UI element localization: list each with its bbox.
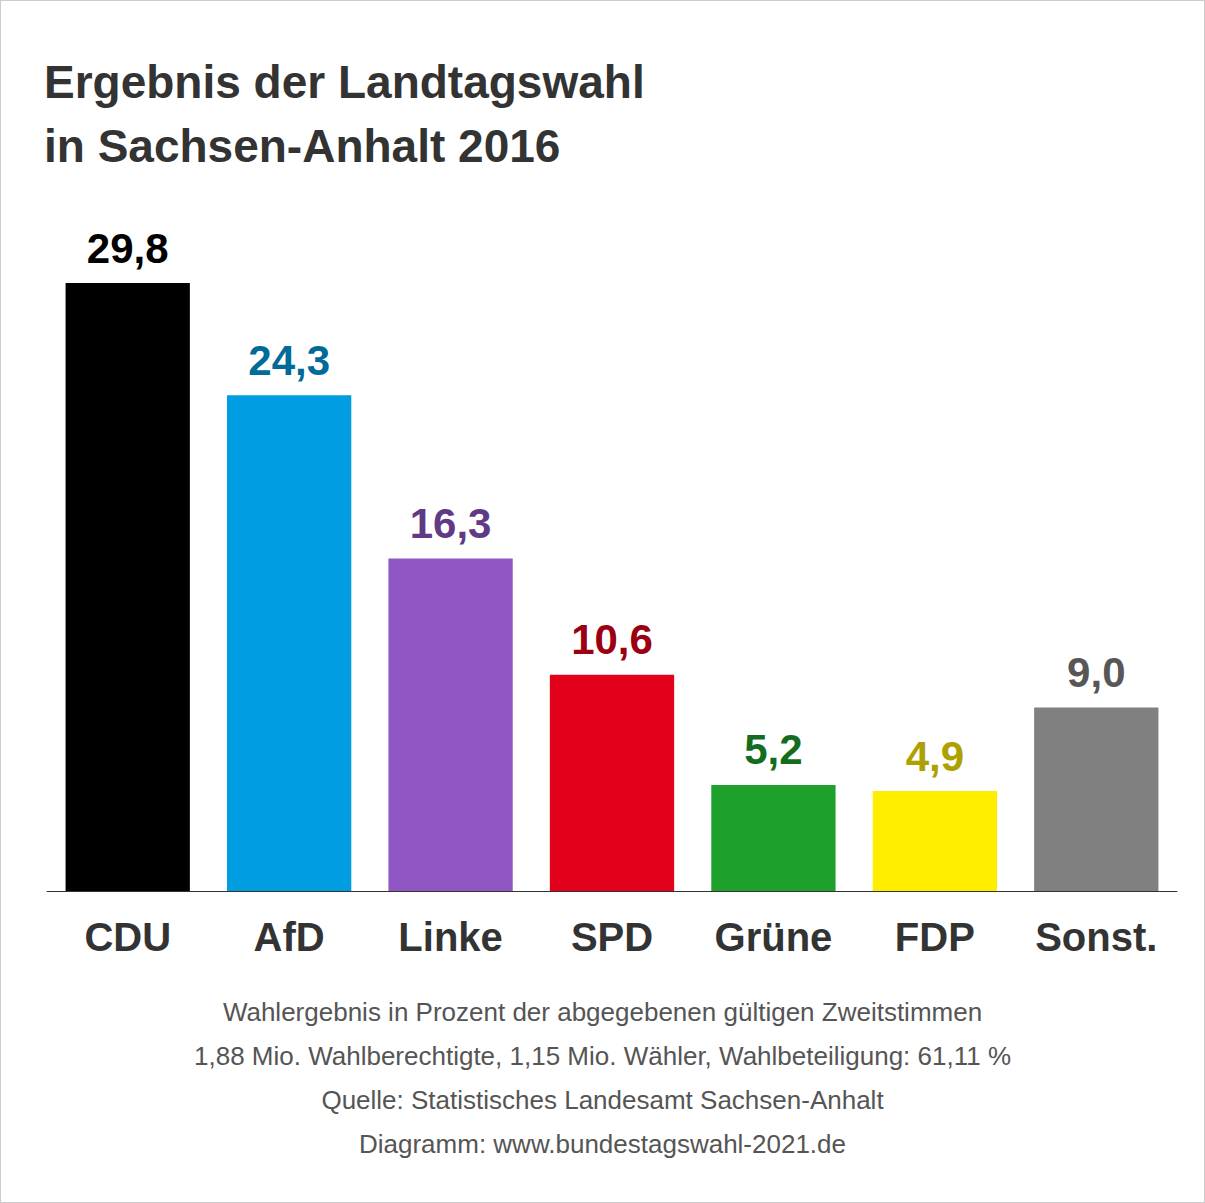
svg-text:16,3: 16,3 <box>410 500 492 547</box>
svg-text:Diagramm: www.bundestagswahl-2: Diagramm: www.bundestagswahl-2021.de <box>359 1129 846 1159</box>
svg-text:Linke: Linke <box>398 915 502 959</box>
svg-text:in Sachsen-Anhalt 2016: in Sachsen-Anhalt 2016 <box>44 120 560 172</box>
svg-text:CDU: CDU <box>84 915 171 959</box>
svg-text:Sonst.: Sonst. <box>1035 915 1157 959</box>
svg-text:FDP: FDP <box>895 915 975 959</box>
svg-text:9,0: 9,0 <box>1067 649 1125 696</box>
svg-text:Grüne: Grüne <box>715 915 833 959</box>
svg-text:4,9: 4,9 <box>906 733 964 780</box>
svg-text:5,2: 5,2 <box>744 726 802 773</box>
svg-text:SPD: SPD <box>571 915 653 959</box>
svg-text:Quelle: Statistisches Landesam: Quelle: Statistisches Landesamt Sachsen-… <box>321 1085 884 1115</box>
svg-text:Ergebnis der Landtagswahl: Ergebnis der Landtagswahl <box>44 56 645 108</box>
svg-text:29,8: 29,8 <box>87 225 169 272</box>
svg-text:24,3: 24,3 <box>248 337 330 384</box>
svg-text:AfD: AfD <box>254 915 325 959</box>
svg-text:10,6: 10,6 <box>571 616 653 663</box>
svg-text:1,88 Mio. Wahlberechtigte, 1,1: 1,88 Mio. Wahlberechtigte, 1,15 Mio. Wäh… <box>194 1041 1011 1071</box>
svg-text:Wahlergebnis in Prozent der ab: Wahlergebnis in Prozent der abgegebenen … <box>223 997 982 1027</box>
